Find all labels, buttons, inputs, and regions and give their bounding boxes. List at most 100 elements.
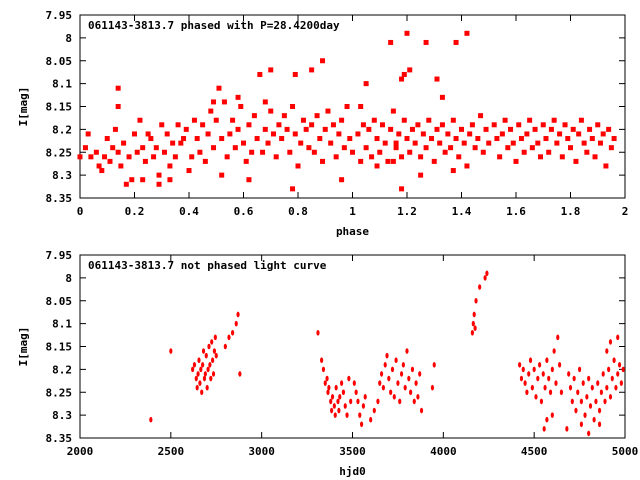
data-point — [494, 136, 500, 142]
x-tick-label: 0.8 — [288, 205, 308, 218]
data-point — [322, 126, 328, 132]
data-point — [196, 371, 200, 377]
data-point — [325, 375, 329, 382]
data-point — [453, 136, 459, 142]
x-tick-label: 0 — [77, 205, 84, 218]
data-point — [358, 104, 364, 109]
data-point — [334, 384, 338, 391]
data-point — [349, 398, 353, 405]
data-point — [216, 85, 222, 91]
data-point — [442, 149, 448, 155]
data-point — [352, 380, 356, 386]
data-point — [303, 126, 309, 132]
data-point — [118, 163, 124, 169]
data-point — [345, 412, 349, 418]
data-point — [172, 154, 178, 160]
data-point — [523, 380, 527, 386]
data-point — [110, 145, 116, 151]
data-point — [328, 140, 334, 146]
data-point — [224, 154, 230, 160]
data-point — [415, 122, 421, 128]
plot-panel-2: 2000 2500 3000 3500 4000 4500 5000 7.95 8 8.05 8.1… — [17, 249, 638, 478]
data-point — [329, 398, 333, 405]
data-point — [538, 154, 544, 160]
x-tick-label: 2 — [622, 205, 629, 218]
data-point — [610, 375, 614, 382]
data-point — [396, 131, 402, 137]
data-point — [385, 352, 389, 359]
data-point — [347, 375, 351, 382]
plot-title: 061143-3813.7 phased with P=28.4200day — [88, 19, 340, 32]
y-tick-label: 8.25 — [46, 386, 73, 399]
x-tick-label: 3000 — [248, 445, 275, 458]
data-point — [121, 140, 127, 146]
data-point — [445, 131, 451, 137]
data-point — [439, 94, 445, 100]
data-point — [314, 113, 320, 119]
data-point — [356, 398, 360, 405]
data-point — [378, 380, 382, 386]
data-point — [85, 131, 91, 137]
data-point — [327, 384, 331, 391]
data-point — [279, 136, 285, 142]
data-point — [524, 131, 530, 137]
data-point — [107, 158, 113, 164]
data-point — [376, 398, 380, 405]
data-point — [597, 407, 602, 414]
data-point — [115, 149, 121, 155]
data-point — [341, 389, 346, 396]
data-point — [592, 154, 598, 160]
data-point — [518, 136, 524, 142]
data-point — [608, 394, 613, 400]
data-point — [548, 389, 553, 396]
data-point — [409, 389, 413, 396]
data-point — [393, 140, 399, 146]
data-point — [505, 145, 511, 151]
data-point — [499, 131, 505, 137]
data-point — [576, 131, 582, 137]
data-point — [469, 122, 475, 128]
data-point — [316, 329, 320, 336]
data-point — [471, 320, 475, 327]
data-point — [292, 71, 298, 77]
data-point — [115, 104, 121, 109]
data-point — [401, 71, 407, 77]
data-point — [606, 126, 612, 132]
data-point — [246, 177, 252, 183]
data-point — [290, 104, 296, 109]
data-point — [186, 168, 192, 174]
data-point — [211, 357, 215, 364]
data-point — [213, 334, 217, 341]
data-point — [527, 371, 531, 377]
data-point — [390, 366, 395, 373]
data-point — [333, 412, 337, 418]
data-point — [200, 389, 204, 396]
data-point — [377, 149, 383, 155]
data-point — [527, 117, 533, 123]
data-point — [199, 366, 203, 373]
y-tick-label: 8.05 — [46, 295, 73, 308]
data-point — [453, 39, 459, 45]
data-point — [418, 172, 424, 178]
data-point — [287, 149, 293, 155]
data-point — [194, 375, 198, 382]
data-point — [340, 380, 344, 386]
data-point — [361, 403, 365, 409]
data-point — [579, 421, 584, 428]
plot-frame — [79, 14, 626, 199]
y-tick-label: 8.3 — [52, 169, 72, 182]
data-point — [574, 407, 578, 414]
data-point — [486, 140, 492, 146]
data-point — [418, 371, 422, 377]
data-point — [399, 76, 405, 82]
data-point — [339, 177, 345, 183]
data-point — [559, 389, 564, 396]
data-point — [473, 325, 477, 332]
data-point — [236, 311, 240, 318]
data-point — [478, 113, 484, 119]
data-point — [579, 398, 584, 405]
data-point — [595, 122, 601, 128]
y-tick-label: 8.15 — [46, 101, 73, 114]
data-point — [594, 398, 598, 405]
data-point — [369, 154, 375, 160]
